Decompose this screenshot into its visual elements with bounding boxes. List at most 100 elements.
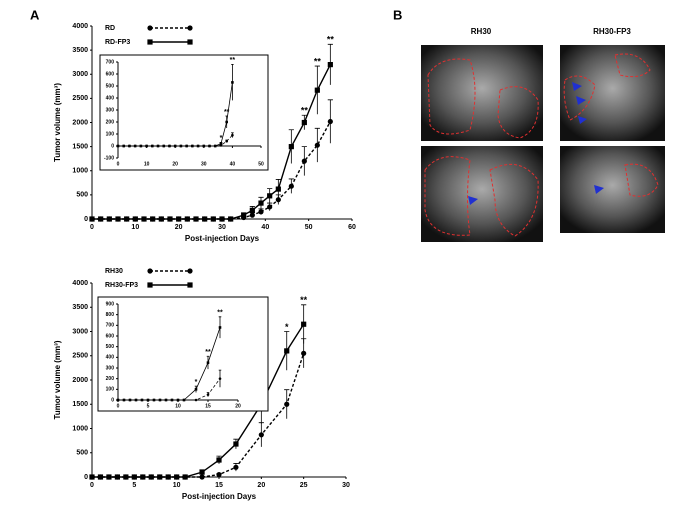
x-tick-label: 25 <box>300 482 308 489</box>
y-tick-label: 2500 <box>72 353 88 360</box>
arrowhead <box>468 82 604 205</box>
significance-mark: ** <box>327 35 335 45</box>
legend-label: RH30-FP3 <box>105 282 138 289</box>
x-tick-label: 50 <box>258 161 264 167</box>
marker <box>182 398 186 402</box>
marker <box>231 133 234 137</box>
marker <box>151 144 154 148</box>
legend-marker <box>187 25 193 31</box>
y-tick-label: 100 <box>106 387 115 393</box>
significance-mark: ** <box>217 310 223 317</box>
marker <box>314 142 320 148</box>
y-tick-label: 1000 <box>72 168 88 175</box>
x-axis-label: Post-injection Days <box>182 492 257 501</box>
y-tick-label: 2000 <box>72 377 88 384</box>
marker <box>184 216 190 222</box>
photo <box>560 146 665 233</box>
marker <box>131 474 137 480</box>
marker <box>199 469 205 475</box>
x-tick-label: 20 <box>257 482 265 489</box>
significance-mark: ** <box>314 56 322 66</box>
panel-label: A <box>30 7 40 22</box>
y-tick-label: 200 <box>106 119 115 125</box>
marker <box>167 216 173 222</box>
x-tick-label: 5 <box>132 482 136 489</box>
marker <box>196 144 200 148</box>
marker <box>152 398 156 402</box>
chart: 0 10 20 30 40 50-1000100200300400500600700***… <box>99 54 269 171</box>
y-tick-label: 200 <box>106 376 115 382</box>
marker <box>140 474 146 480</box>
x-tick-label: 0 <box>90 482 94 489</box>
inset-frame <box>99 54 269 171</box>
y-tick-label: 400 <box>106 355 115 361</box>
marker <box>141 216 147 222</box>
y-tick-label: -100 <box>104 155 114 161</box>
marker <box>165 474 171 480</box>
x-tick-label: 10 <box>175 403 181 409</box>
y-tick-label: 1500 <box>72 143 88 150</box>
x-tick-label: 20 <box>235 403 241 409</box>
marker <box>150 216 156 222</box>
marker <box>301 321 307 327</box>
marker <box>106 474 112 480</box>
marker <box>114 474 120 480</box>
significance-mark: ** <box>301 106 309 116</box>
x-tick-label: 60 <box>348 224 356 231</box>
panel-label: B <box>393 7 402 22</box>
tumor-outline <box>424 53 659 237</box>
marker <box>148 474 154 480</box>
y-axis-label: Tumor volume (mm³) <box>53 83 62 162</box>
marker <box>225 139 228 143</box>
marker <box>216 457 222 463</box>
marker <box>115 216 121 222</box>
marker <box>225 120 228 124</box>
legend-label: RD <box>105 25 115 32</box>
marker <box>258 200 264 206</box>
legend-label: RH30 <box>105 268 123 275</box>
marker <box>206 393 210 396</box>
significance-mark: * <box>285 322 289 332</box>
marker <box>199 474 205 480</box>
y-tick-label: 3500 <box>72 47 88 54</box>
marker <box>128 144 131 148</box>
photo <box>421 45 543 141</box>
y-tick-label: 500 <box>76 192 88 199</box>
y-tick-label: 500 <box>76 450 88 457</box>
marker <box>275 186 281 192</box>
marker <box>206 361 210 364</box>
marker <box>162 144 166 148</box>
marker <box>124 216 130 222</box>
marker <box>284 348 290 354</box>
marker <box>210 216 216 222</box>
marker <box>218 377 222 380</box>
y-tick-label: 0 <box>84 216 88 223</box>
marker <box>191 144 194 148</box>
y-tick-label: 500 <box>106 83 115 89</box>
marker <box>168 144 171 148</box>
x-tick-label: 20 <box>172 161 178 167</box>
chart: 0 5 10 15 200100200300400500600700800900****… <box>97 296 269 412</box>
y-tick-label: 3000 <box>72 71 88 78</box>
y-tick-label: 0 <box>84 474 88 481</box>
column-header: RH30 <box>471 27 492 36</box>
marker <box>193 216 199 222</box>
legend-marker <box>187 268 193 274</box>
marker <box>233 441 239 447</box>
significance-mark: ** <box>300 295 308 305</box>
marker <box>249 207 255 213</box>
marker <box>258 432 264 438</box>
marker <box>327 62 333 68</box>
y-tick-label: 300 <box>106 365 115 371</box>
y-tick-label: 300 <box>106 107 115 113</box>
photo <box>560 45 665 141</box>
y-tick-label: 2500 <box>72 95 88 102</box>
marker <box>176 398 180 402</box>
marker <box>288 144 294 150</box>
marker <box>176 216 182 222</box>
y-tick-label: 1000 <box>72 425 88 432</box>
x-tick-label: 10 <box>173 482 181 489</box>
y-tick-label: 600 <box>106 333 115 339</box>
marker <box>128 398 132 402</box>
marker <box>219 216 225 222</box>
